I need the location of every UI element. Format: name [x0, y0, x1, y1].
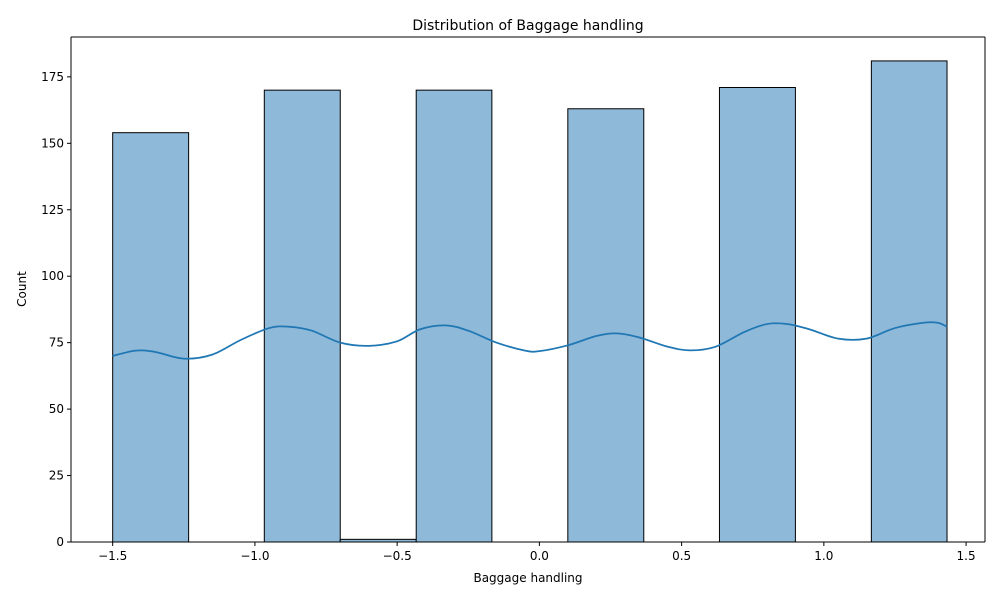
y-axis-ticks: 0 25 50 75 100 125 150 175: [41, 70, 71, 549]
x-tick-label: 0.0: [530, 549, 549, 563]
y-axis-label: Count: [15, 271, 29, 307]
y-tick-label: 0: [56, 535, 64, 549]
y-tick-label: 175: [41, 70, 64, 84]
y-tick-label: 75: [49, 336, 64, 350]
x-axis-label: Baggage handling: [473, 571, 582, 585]
y-tick-label: 25: [49, 469, 64, 483]
histogram-bar: [870, 60, 948, 543]
histogram-bar: [263, 89, 341, 543]
y-tick-label: 50: [49, 402, 64, 416]
histogram-bar: [718, 87, 796, 543]
x-axis-ticks: −1.5 −1.0 −0.5 0.0 0.5 1.0 1.5: [98, 542, 976, 563]
histogram-bar: [415, 89, 493, 543]
x-tick-label: −1.0: [240, 549, 269, 563]
x-tick-label: −1.5: [98, 549, 127, 563]
axes: [70, 36, 986, 543]
x-tick-label: 0.5: [672, 549, 691, 563]
x-tick-label: −0.5: [383, 549, 412, 563]
histogram-bars: [112, 60, 948, 543]
y-tick-label: 150: [41, 136, 64, 150]
histogram-bar: [567, 108, 645, 543]
y-tick-label: 125: [41, 203, 64, 217]
chart-title: Distribution of Baggage handling: [412, 18, 643, 34]
histogram-bar: [112, 132, 190, 543]
kde-curve: [112, 321, 948, 360]
kde-curve-group: [112, 321, 948, 360]
x-tick-label: 1.5: [957, 549, 976, 563]
y-tick-label: 100: [41, 269, 64, 283]
x-tick-label: 1.0: [814, 549, 833, 563]
